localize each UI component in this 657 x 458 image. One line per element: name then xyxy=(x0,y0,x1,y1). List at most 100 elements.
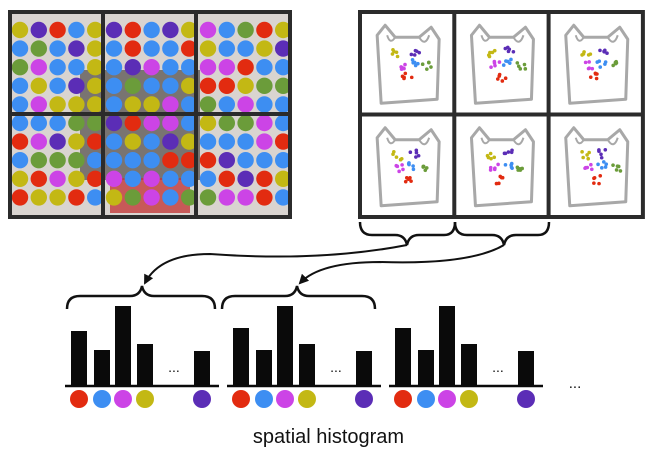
histogram-ellipsis: ... xyxy=(168,359,180,375)
feature-dot xyxy=(49,170,66,187)
visual-word-dot xyxy=(585,153,589,157)
feature-dot xyxy=(49,21,66,39)
feature-dot xyxy=(256,21,273,39)
feature-dot xyxy=(87,114,104,132)
feature-dot xyxy=(11,96,29,113)
visual-word-dot xyxy=(614,168,619,172)
visual-word-dot xyxy=(598,65,603,69)
feature-dot xyxy=(237,40,254,57)
visual-word-dot xyxy=(523,67,528,71)
feature-dot xyxy=(124,152,141,169)
visual-word-dot xyxy=(616,164,621,169)
bin-color-swatch xyxy=(255,390,273,408)
feature-dot xyxy=(237,77,254,95)
visual-word-dot xyxy=(497,72,502,77)
visual-word-dot xyxy=(582,50,586,54)
bin-color-swatch xyxy=(438,390,456,408)
visual-word-dot xyxy=(599,152,603,157)
visual-word-dot xyxy=(583,166,587,171)
feature-dot xyxy=(162,77,179,95)
visual-word-dot xyxy=(595,72,599,76)
feature-dot xyxy=(87,96,104,113)
feature-dot xyxy=(237,21,254,39)
visual-word-dot xyxy=(492,59,497,64)
feature-dot xyxy=(124,77,141,95)
feature-dot xyxy=(11,114,29,132)
histogram-bar xyxy=(299,344,315,386)
bag-handle xyxy=(574,34,619,43)
visual-word-dot xyxy=(597,148,601,152)
bag-icon xyxy=(564,23,630,105)
feature-dot xyxy=(49,96,66,113)
feature-dot xyxy=(237,152,254,169)
histogram-bar xyxy=(94,350,110,386)
visual-word-dot xyxy=(488,151,493,156)
feature-dot xyxy=(68,58,85,76)
visual-word-dot xyxy=(400,163,404,167)
visual-word-dot xyxy=(580,150,584,154)
visual-word-dot xyxy=(587,150,591,155)
visual-word-dot xyxy=(518,67,523,71)
bin-color-swatch xyxy=(394,390,412,408)
feature-dot xyxy=(30,40,47,57)
bottom-brace-left xyxy=(358,221,457,246)
visual-word-dot xyxy=(492,167,497,172)
feature-dot xyxy=(87,40,104,57)
visual-word-dot xyxy=(400,66,405,70)
feature-dot xyxy=(105,40,123,57)
visual-word-dot xyxy=(503,76,508,81)
feature-dot xyxy=(143,133,160,150)
visual-word-dot xyxy=(603,48,607,53)
caption: spatial histogram xyxy=(252,426,405,448)
feature-dot xyxy=(181,96,198,113)
visual-word-dot xyxy=(500,175,505,180)
feature-dot xyxy=(256,114,273,132)
visual-word-dot xyxy=(500,79,505,83)
visual-word-dot xyxy=(595,60,600,64)
feature-dot xyxy=(275,114,292,132)
feature-dot xyxy=(49,40,66,57)
visual-word-dot xyxy=(588,75,593,79)
visual-word-dot xyxy=(592,181,596,185)
top-brace-histogram-1 xyxy=(65,285,217,310)
feature-dot xyxy=(218,170,235,187)
visual-word-dot xyxy=(509,57,513,62)
visual-word-dot xyxy=(496,162,500,167)
feature-dot xyxy=(218,40,235,57)
visual-word-dot xyxy=(501,63,506,67)
bag-outline xyxy=(564,126,630,208)
visual-word-dot xyxy=(503,163,508,167)
visual-word-dot xyxy=(497,60,502,64)
visual-word-dot xyxy=(409,52,414,57)
visual-word-dot xyxy=(392,149,396,154)
visual-word-dot xyxy=(421,165,425,169)
bag-outline xyxy=(469,126,535,208)
feature-dot xyxy=(68,21,85,39)
histogram-bar xyxy=(233,328,249,386)
feature-dot xyxy=(124,133,141,150)
bin-color-swatch xyxy=(232,390,250,408)
visual-word-dot xyxy=(599,155,604,160)
top-brace-histogram-2 xyxy=(220,285,377,310)
feature-dot xyxy=(68,152,85,169)
visual-word-dot xyxy=(614,61,619,65)
bottom-brace-right xyxy=(453,221,551,246)
visual-word-dot xyxy=(504,59,508,63)
visual-word-dot xyxy=(587,60,591,64)
visual-word-dot xyxy=(515,61,520,65)
visual-word-dot xyxy=(403,71,408,76)
histogram-2: ... xyxy=(227,306,381,408)
visual-word-dot xyxy=(611,163,615,167)
feature-dot xyxy=(256,58,273,76)
bin-color-swatch xyxy=(276,390,294,408)
feature-dot xyxy=(237,133,254,150)
feature-dot xyxy=(199,58,217,76)
feature-dot xyxy=(49,189,66,206)
visual-word-dot xyxy=(394,50,399,55)
bin-color-swatch xyxy=(93,390,111,408)
visual-word-dot xyxy=(506,150,511,154)
feature-dot xyxy=(162,40,179,57)
feature-dot xyxy=(124,170,141,187)
feature-dot xyxy=(30,58,47,76)
